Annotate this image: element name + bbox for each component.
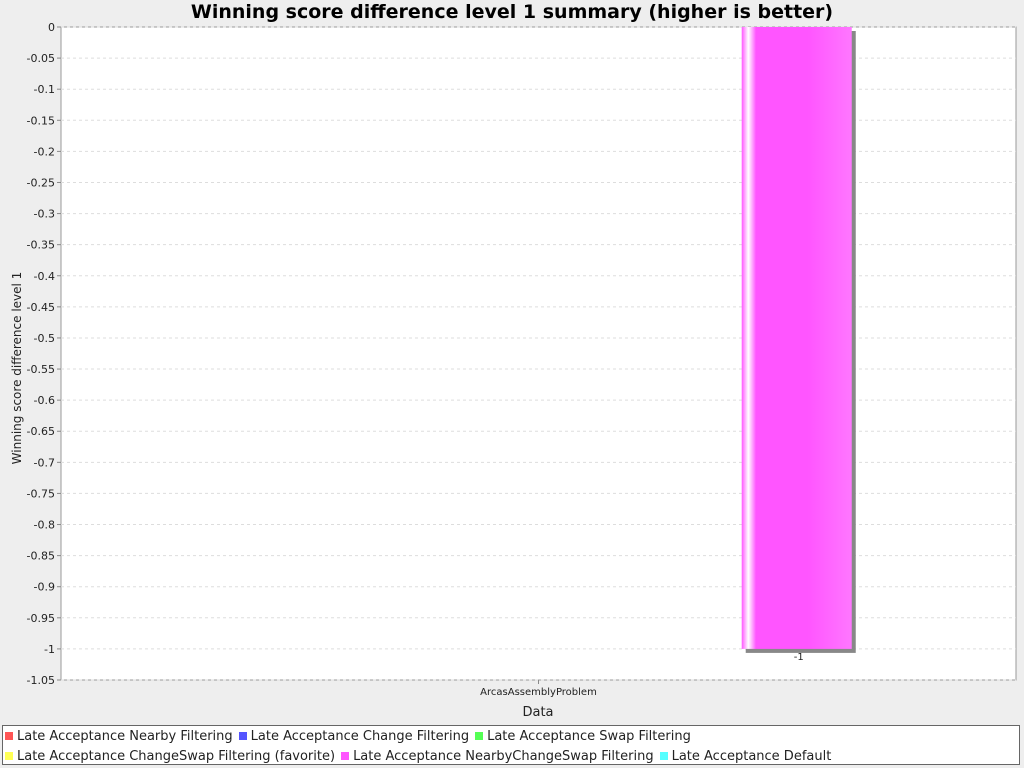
y-tick-label: -0.05 <box>27 52 55 65</box>
chart-title: Winning score difference level 1 summary… <box>190 1 834 23</box>
legend-label: Late Acceptance ChangeSwap Filtering (fa… <box>17 748 336 764</box>
x-category-label: ArcasAssemblyProblem <box>480 687 597 698</box>
y-tick-label: -0.5 <box>34 332 55 345</box>
y-tick-label: -0.45 <box>27 301 55 314</box>
y-tick-label: -0.65 <box>27 425 55 438</box>
legend-swatch <box>5 752 13 760</box>
y-tick-label: -0.75 <box>27 487 55 500</box>
y-tick-label: -0.35 <box>27 239 55 252</box>
legend-label: Late Acceptance Swap Filtering <box>487 728 691 744</box>
legend-item: Late Acceptance NearbyChangeSwap Filteri… <box>341 747 654 765</box>
y-tick-label: -0.8 <box>34 519 55 532</box>
legend-swatch <box>475 732 484 740</box>
legend-label: Late Acceptance Default <box>671 748 832 764</box>
legend-item: Late Acceptance ChangeSwap Filtering (fa… <box>5 747 335 765</box>
legend: Late Acceptance Nearby Filtering Late Acc… <box>2 725 1020 765</box>
y-tick-label: -0.4 <box>34 270 55 283</box>
y-tick-label: 0 <box>48 21 55 34</box>
bars: -1 <box>741 27 856 663</box>
chart-area: 0 -0.05 -0.1 -0.15 -0.2 -0.25 -0.3 -0.35 -0.4 -0.… <box>10 21 1017 720</box>
legend-item: Late Acceptance Change Filtering <box>238 727 470 745</box>
y-tick-label: -0.3 <box>34 208 55 221</box>
legend-item: Late Acceptance Nearby Filtering <box>5 727 233 745</box>
legend-item: Late Acceptance Default <box>659 747 832 765</box>
legend-swatch <box>238 732 247 740</box>
data-label: -1 <box>794 652 804 663</box>
x-axis-categories: ArcasAssemblyProblem <box>480 680 597 698</box>
legend-swatch <box>341 752 350 760</box>
y-tick-label: -1 <box>44 643 55 656</box>
x-axis-title: Data <box>522 705 553 720</box>
plot-background <box>60 26 1017 681</box>
y-tick-label: -0.9 <box>34 581 55 594</box>
legend-label: Late Acceptance Change Filtering <box>250 728 470 744</box>
y-tick-label: -0.15 <box>27 114 55 127</box>
y-tick-label: -1.05 <box>27 674 55 687</box>
legend-swatch <box>5 732 13 740</box>
y-tick-label: -0.1 <box>34 83 55 96</box>
y-tick-label: -0.55 <box>27 363 55 376</box>
legend-label: Late Acceptance NearbyChangeSwap Filteri… <box>353 748 654 764</box>
legend-item: Late Acceptance Swap Filtering <box>475 727 691 745</box>
y-tick-label: -0.95 <box>27 612 55 625</box>
y-tick-label: -0.25 <box>27 176 55 189</box>
bar <box>741 27 852 649</box>
y-axis-title: Winning score difference level 1 <box>10 272 24 465</box>
y-tick-label: -0.2 <box>34 145 55 158</box>
y-tick-label: -0.6 <box>34 394 55 407</box>
legend-label: Late Acceptance Nearby Filtering <box>17 728 233 744</box>
y-tick-label: -0.7 <box>34 456 55 469</box>
legend-swatch <box>659 752 668 760</box>
y-tick-label: -0.85 <box>27 550 55 563</box>
y-axis-ticks: 0 -0.05 -0.1 -0.15 -0.2 -0.25 -0.3 -0.35 -0.4 -0.… <box>27 21 61 687</box>
